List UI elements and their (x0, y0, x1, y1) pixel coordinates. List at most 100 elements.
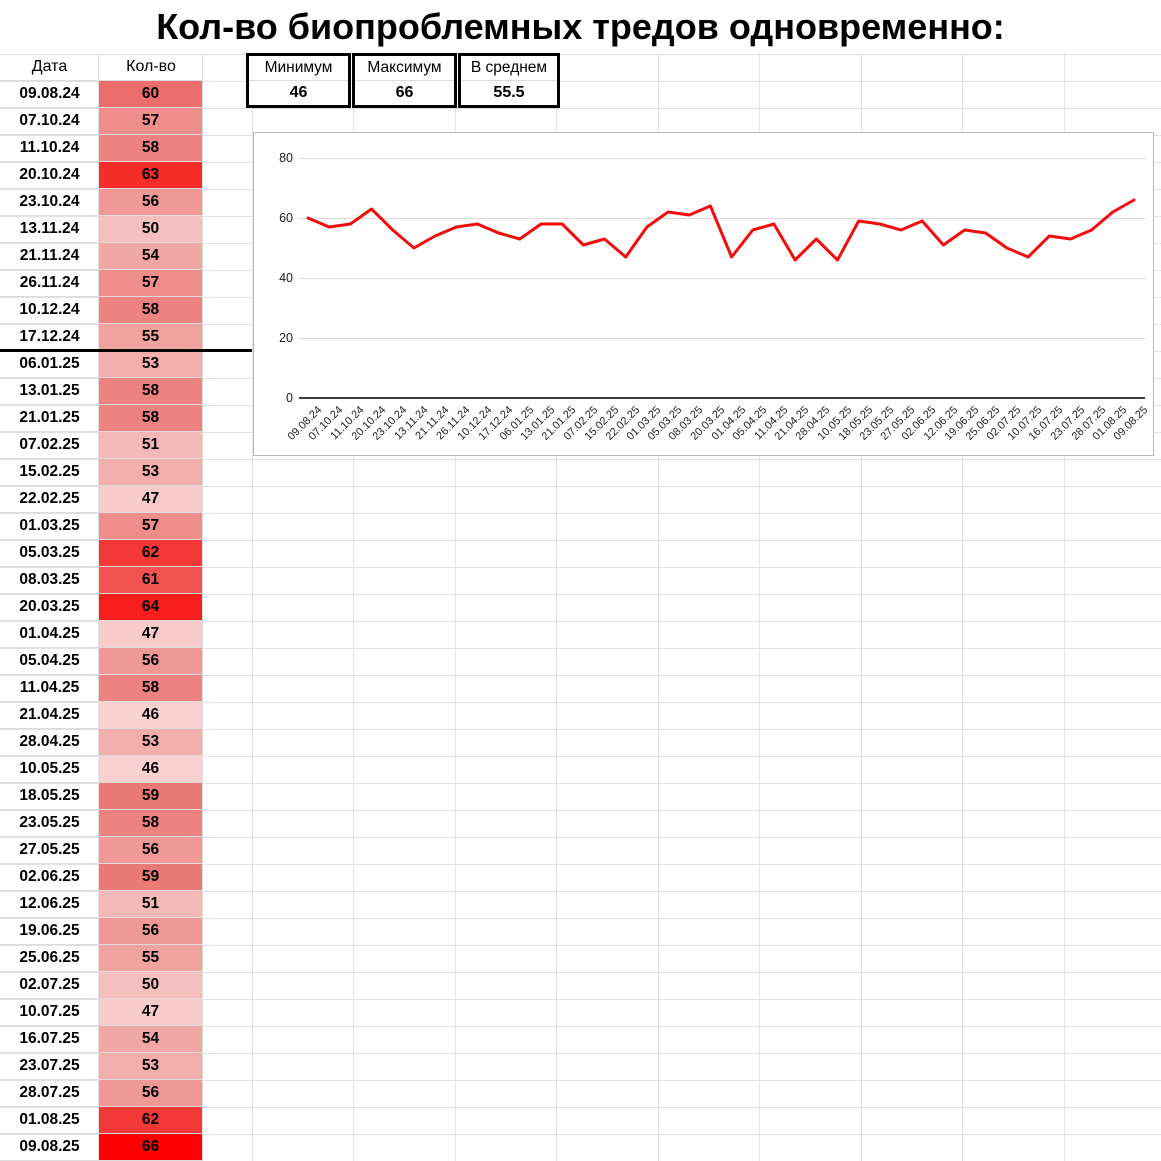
count-cell[interactable]: 53 (99, 459, 203, 486)
date-cell[interactable]: 07.10.24 (0, 108, 99, 135)
count-cell[interactable]: 58 (99, 135, 203, 162)
summary-max-label: Максимум (355, 56, 454, 81)
count-cell[interactable]: 56 (99, 1080, 203, 1107)
date-cell[interactable]: 13.11.24 (0, 216, 99, 243)
count-cell[interactable]: 58 (99, 378, 203, 405)
data-table: Дата Кол-во 09.08.24 60 07.10.24 57 11.10.24 58… (0, 54, 203, 1161)
date-cell[interactable]: 21.11.24 (0, 243, 99, 270)
gridline-vertical (1063, 54, 1065, 1161)
summary-box-max[interactable]: Максимум 66 (352, 53, 457, 108)
date-cell[interactable]: 08.03.25 (0, 567, 99, 594)
count-cell[interactable]: 63 (99, 162, 203, 189)
count-cell[interactable]: 57 (99, 108, 203, 135)
date-cell[interactable]: 16.07.25 (0, 1026, 99, 1053)
date-cell[interactable]: 19.06.25 (0, 918, 99, 945)
date-cell[interactable]: 26.11.24 (0, 270, 99, 297)
line-chart[interactable]: 0 20 40 60 80 09.08.24 07.10.24 11.10.24 20.10.2… (253, 132, 1154, 456)
date-cell[interactable]: 20.10.24 (0, 162, 99, 189)
count-cell[interactable]: 57 (99, 270, 203, 297)
chart-gridline (299, 218, 1145, 219)
count-cell[interactable]: 47 (99, 999, 203, 1026)
count-cell[interactable]: 55 (99, 945, 203, 972)
date-cell[interactable]: 10.07.25 (0, 999, 99, 1026)
date-cell[interactable]: 10.12.24 (0, 297, 99, 324)
date-cell[interactable]: 23.05.25 (0, 810, 99, 837)
count-cell[interactable]: 51 (99, 891, 203, 918)
date-cell[interactable]: 25.06.25 (0, 945, 99, 972)
date-cell[interactable]: 05.04.25 (0, 648, 99, 675)
date-cell[interactable]: 21.04.25 (0, 702, 99, 729)
date-cell[interactable]: 18.05.25 (0, 783, 99, 810)
date-cell[interactable]: 28.04.25 (0, 729, 99, 756)
gridline-vertical (98, 54, 99, 1161)
column-header-date[interactable]: Дата (0, 54, 99, 81)
count-cell[interactable]: 46 (99, 702, 203, 729)
count-cell[interactable]: 50 (99, 216, 203, 243)
date-cell[interactable]: 11.10.24 (0, 135, 99, 162)
count-cell[interactable]: 54 (99, 1026, 203, 1053)
date-cell[interactable]: 21.01.25 (0, 405, 99, 432)
count-cell[interactable]: 58 (99, 810, 203, 837)
count-cell[interactable]: 62 (99, 1107, 203, 1134)
count-cell[interactable]: 53 (99, 729, 203, 756)
date-cell[interactable]: 09.08.25 (0, 1134, 99, 1161)
date-cell[interactable]: 09.08.24 (0, 81, 99, 108)
count-cell[interactable]: 50 (99, 972, 203, 999)
x-axis-line (299, 397, 1145, 399)
date-cell[interactable]: 20.03.25 (0, 594, 99, 621)
date-cell[interactable]: 05.03.25 (0, 540, 99, 567)
column-header-count[interactable]: Кол-во (99, 54, 203, 81)
count-cell[interactable]: 56 (99, 918, 203, 945)
date-cell[interactable]: 10.05.25 (0, 756, 99, 783)
count-cell[interactable]: 58 (99, 297, 203, 324)
date-cell[interactable]: 11.04.25 (0, 675, 99, 702)
count-cell[interactable]: 62 (99, 540, 203, 567)
count-cell[interactable]: 56 (99, 648, 203, 675)
count-cell[interactable]: 61 (99, 567, 203, 594)
count-cell[interactable]: 56 (99, 189, 203, 216)
summary-box-avg[interactable]: В среднем 55.5 (458, 53, 560, 108)
count-cell[interactable]: 55 (99, 324, 203, 351)
summary-min-value[interactable]: 46 (289, 84, 308, 101)
count-cell[interactable]: 58 (99, 405, 203, 432)
count-cell[interactable]: 46 (99, 756, 203, 783)
count-cell[interactable]: 58 (99, 675, 203, 702)
count-cell[interactable]: 56 (99, 837, 203, 864)
count-cell[interactable]: 53 (99, 1053, 203, 1080)
date-cell[interactable]: 23.07.25 (0, 1053, 99, 1080)
count-cell[interactable]: 64 (99, 594, 203, 621)
date-cell[interactable]: 02.07.25 (0, 972, 99, 999)
date-cell[interactable]: 13.01.25 (0, 378, 99, 405)
count-cell[interactable]: 60 (99, 81, 203, 108)
count-cell[interactable]: 53 (99, 351, 203, 378)
summary-avg-label: В среднем (461, 56, 557, 81)
page-title[interactable]: Кол-во биопроблемных тредов одновременно… (156, 6, 1005, 47)
count-cell[interactable]: 66 (99, 1134, 203, 1161)
summary-avg-value[interactable]: 55.5 (493, 84, 525, 101)
gridline-vertical (860, 54, 862, 1161)
count-cell[interactable]: 54 (99, 243, 203, 270)
count-cell[interactable]: 57 (99, 513, 203, 540)
date-cell[interactable]: 01.08.25 (0, 1107, 99, 1134)
gridline-vertical (251, 54, 253, 1161)
date-cell[interactable]: 01.03.25 (0, 513, 99, 540)
count-cell[interactable]: 59 (99, 864, 203, 891)
date-cell[interactable]: 06.01.25 (0, 351, 99, 378)
summary-max-value[interactable]: 66 (395, 84, 414, 101)
date-cell[interactable]: 17.12.24 (0, 324, 99, 351)
date-cell[interactable]: 23.10.24 (0, 189, 99, 216)
count-cell[interactable]: 51 (99, 432, 203, 459)
date-cell[interactable]: 22.02.25 (0, 486, 99, 513)
count-cell[interactable]: 47 (99, 621, 203, 648)
date-cell[interactable]: 07.02.25 (0, 432, 99, 459)
count-cell[interactable]: 47 (99, 486, 203, 513)
date-cell[interactable]: 01.04.25 (0, 621, 99, 648)
date-cell[interactable]: 02.06.25 (0, 864, 99, 891)
date-cell[interactable]: 15.02.25 (0, 459, 99, 486)
date-cell[interactable]: 27.05.25 (0, 837, 99, 864)
date-cell[interactable]: 28.07.25 (0, 1080, 99, 1107)
date-cell[interactable]: 12.06.25 (0, 891, 99, 918)
count-cell[interactable]: 59 (99, 783, 203, 810)
summary-box-min[interactable]: Минимум 46 (246, 53, 351, 108)
